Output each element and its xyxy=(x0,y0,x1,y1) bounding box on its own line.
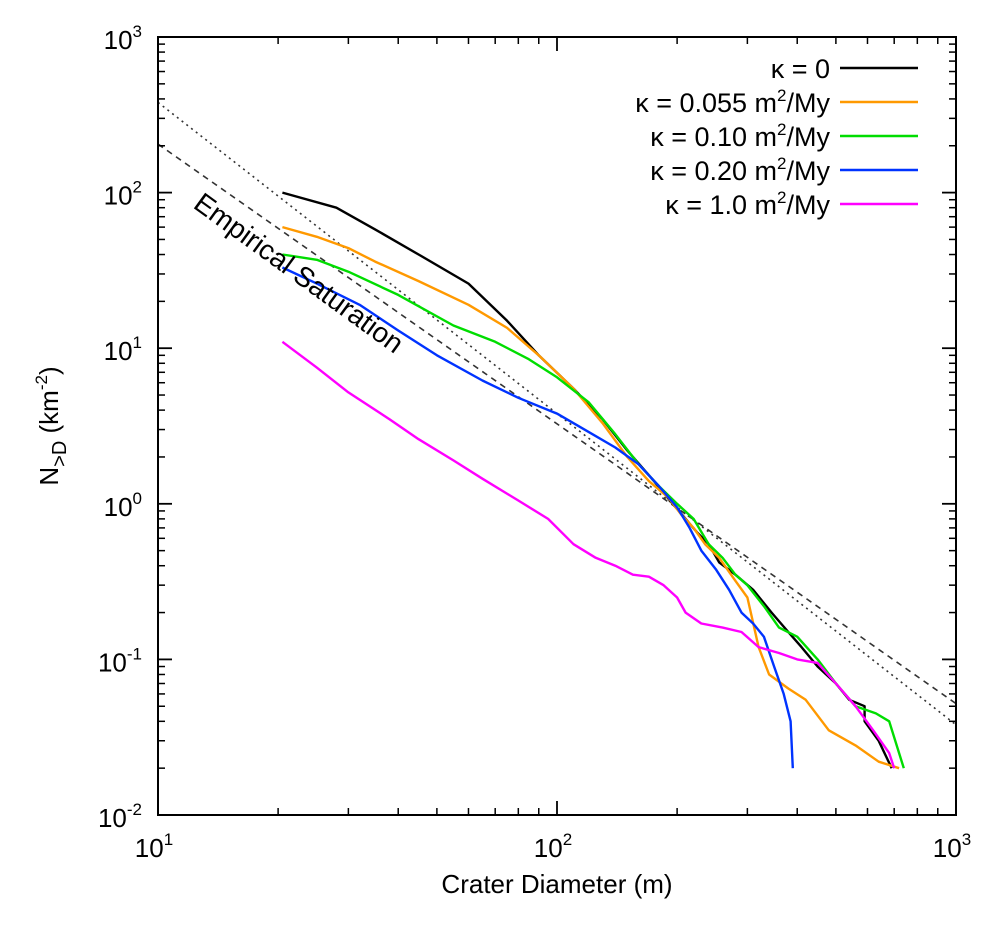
y-tick-label: 10-1 xyxy=(98,644,142,677)
legend: κ = 0κ = 0.055 m2/Myκ = 0.10 m2/Myκ = 0.… xyxy=(635,54,918,220)
y-tick-label: 102 xyxy=(104,178,142,211)
reference-line-dashed xyxy=(158,143,956,705)
reference-line-dotted xyxy=(158,101,956,726)
legend-label-2: κ = 0.10 m2/My xyxy=(650,120,830,152)
x-axis-label: Crater Diameter (m) xyxy=(441,869,672,899)
y-tick-label: 103 xyxy=(104,22,142,55)
plot-frame xyxy=(157,36,957,816)
x-tick-label: 102 xyxy=(534,830,572,863)
x-tick-label: 101 xyxy=(135,830,173,863)
y-tick-label: 100 xyxy=(104,489,142,522)
legend-label-4: κ = 1.0 m2/My xyxy=(665,188,830,220)
y-tick-label: 10-2 xyxy=(98,800,142,833)
legend-label-3: κ = 0.20 m2/My xyxy=(650,154,830,186)
y-tick-label: 101 xyxy=(104,333,142,366)
series-line-4 xyxy=(281,340,896,769)
series-line-3 xyxy=(281,266,794,769)
legend-label-1: κ = 0.055 m2/My xyxy=(635,86,830,118)
y-axis-label: N>D (km-2) xyxy=(32,366,71,485)
legend-label-0: κ = 0 xyxy=(771,54,830,84)
series-line-0 xyxy=(282,191,893,769)
x-tick-label: 103 xyxy=(933,830,971,863)
